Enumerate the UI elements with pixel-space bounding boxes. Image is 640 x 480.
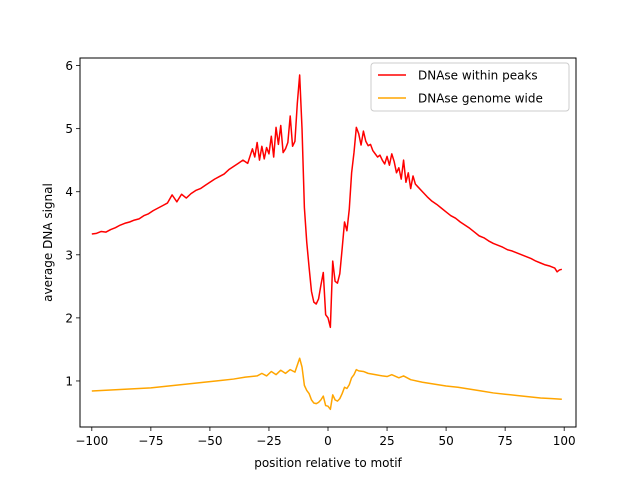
- x-tick-label: 25: [379, 434, 394, 448]
- y-tick-label: 3: [65, 248, 73, 262]
- legend-box: [370, 62, 570, 112]
- x-tick-label: −50: [197, 434, 222, 448]
- y-tick-label: 6: [65, 59, 73, 73]
- legend-label-genome-wide: DNAse genome wide: [418, 92, 543, 106]
- legend-label-within-peaks: DNAse within peaks: [418, 69, 538, 83]
- x-tick-label: −25: [256, 434, 281, 448]
- axes-background: [80, 58, 576, 427]
- y-axis: 1 2 3 4 5 6: [65, 59, 80, 388]
- y-tick-label: 1: [65, 374, 73, 388]
- x-tick-label: 75: [498, 434, 513, 448]
- y-tick-label: 4: [65, 185, 73, 199]
- y-axis-label: average DNA signal: [41, 183, 55, 302]
- x-tick-label: −100: [75, 434, 108, 448]
- x-tick-label: 100: [553, 434, 576, 448]
- series-line-0: [91, 74, 563, 329]
- x-tick-label: −75: [138, 434, 163, 448]
- x-axis-label: position relative to motif: [254, 456, 402, 470]
- series-line-1: [91, 357, 562, 411]
- legend: DNAse within peaks DNAse genome wide: [370, 62, 570, 112]
- y-tick-label: 2: [65, 311, 73, 325]
- x-axis: −100 −75 −50 −25 0 25 50 75 100: [75, 427, 576, 448]
- series-layer: [91, 74, 563, 411]
- plot-area: [80, 58, 576, 427]
- y-tick-label: 5: [65, 122, 73, 136]
- x-tick-label: 50: [438, 434, 453, 448]
- x-tick-label: 0: [324, 434, 332, 448]
